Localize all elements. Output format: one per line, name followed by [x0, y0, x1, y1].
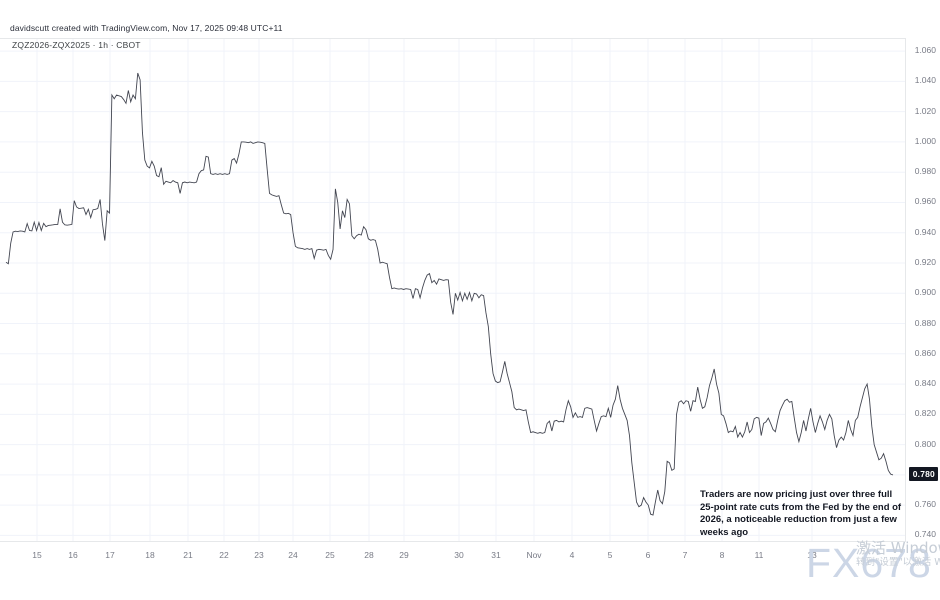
- price-axis[interactable]: 1.060 1.040 1.020 1.000 0.980 0.960 0.940 0.920…: [905, 38, 940, 542]
- windows-activation-subtitle: 转到"设置"以激活 Windows。: [856, 557, 940, 568]
- time-axis-tick: 22: [219, 550, 229, 560]
- time-axis-tick: 24: [288, 550, 298, 560]
- time-axis-tick: 23: [254, 550, 264, 560]
- price-axis-tick: 1.020: [914, 105, 936, 116]
- time-axis-tick: 4: [569, 550, 575, 560]
- time-axis-tick: 8: [719, 550, 725, 560]
- time-axis-tick: 5: [607, 550, 613, 560]
- price-axis-tick: 0.760: [914, 499, 936, 510]
- price-axis-tick: 0.840: [914, 378, 936, 389]
- time-axis-tick: 25: [325, 550, 335, 560]
- time-axis-tick: 17: [105, 550, 115, 560]
- time-axis-tick: 28: [364, 550, 374, 560]
- time-axis-tick: 16: [68, 550, 78, 560]
- time-axis-tick: 21: [183, 550, 193, 560]
- windows-activation-title: 激活 Windows: [856, 539, 940, 557]
- time-axis-tick: 18: [145, 550, 155, 560]
- price-axis-tick: 1.060: [914, 45, 936, 56]
- chart-plot-area[interactable]: [0, 38, 905, 542]
- price-axis-tick: 0.800: [914, 438, 936, 449]
- time-axis-tick: 30: [454, 550, 464, 560]
- symbol-legend[interactable]: ZQZ2026-ZQX2025 · 1h · CBOT: [12, 40, 141, 50]
- price-axis-tick: 0.960: [914, 196, 936, 207]
- price-axis-tick: 0.940: [914, 226, 936, 237]
- price-axis-tick: 0.880: [914, 317, 936, 328]
- time-axis-tick: 6: [645, 550, 651, 560]
- time-axis-tick: 7: [682, 550, 688, 560]
- chart-annotation-note[interactable]: Traders are now pricing just over three …: [700, 489, 902, 538]
- time-axis[interactable]: 15 16 17 18 21 22 23 24 25 28 29 30 31 Nov 4 5 6 7 8 11 13: [0, 542, 905, 568]
- price-axis-tick: 1.000: [914, 135, 936, 146]
- time-axis-tick: 29: [399, 550, 409, 560]
- price-series-line: [5, 72, 894, 516]
- last-price-badge[interactable]: 0.780: [908, 466, 938, 481]
- price-axis-tick: 0.980: [914, 166, 936, 177]
- price-axis-tick: 0.920: [914, 257, 936, 267]
- time-axis-tick: 13: [807, 550, 817, 560]
- price-axis-tick: 0.740: [914, 529, 936, 540]
- time-axis-tick: 15: [32, 550, 42, 560]
- price-axis-tick: 0.820: [914, 408, 936, 419]
- price-axis-tick: 1.040: [914, 75, 936, 86]
- time-axis-tick: 31: [491, 550, 501, 560]
- time-axis-tick: 11: [754, 550, 764, 560]
- time-axis-tick: Nov: [526, 550, 542, 560]
- price-axis-tick: 0.860: [914, 347, 936, 358]
- attribution-text: davidscutt created with TradingView.com,…: [10, 23, 283, 33]
- fx678-watermark: FX678: [806, 540, 932, 586]
- windows-activation-watermark: 激活 Windows 转到"设置"以激活 Windows。: [856, 540, 940, 569]
- price-axis-tick: 0.900: [914, 287, 936, 298]
- chart-gridlines: [0, 39, 905, 541]
